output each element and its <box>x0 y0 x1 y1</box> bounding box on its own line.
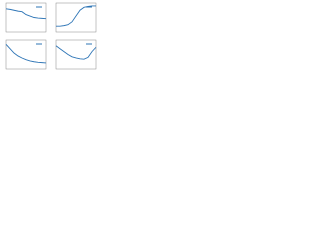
figure <box>0 0 100 74</box>
data-line <box>5 44 47 64</box>
plot-frame <box>5 39 47 70</box>
plot-frame <box>55 2 97 33</box>
data-line <box>56 5 96 27</box>
plot-frame <box>5 2 47 33</box>
data-line <box>55 45 97 60</box>
plot-frame <box>55 39 97 70</box>
background <box>0 0 100 74</box>
data-line <box>5 8 47 20</box>
